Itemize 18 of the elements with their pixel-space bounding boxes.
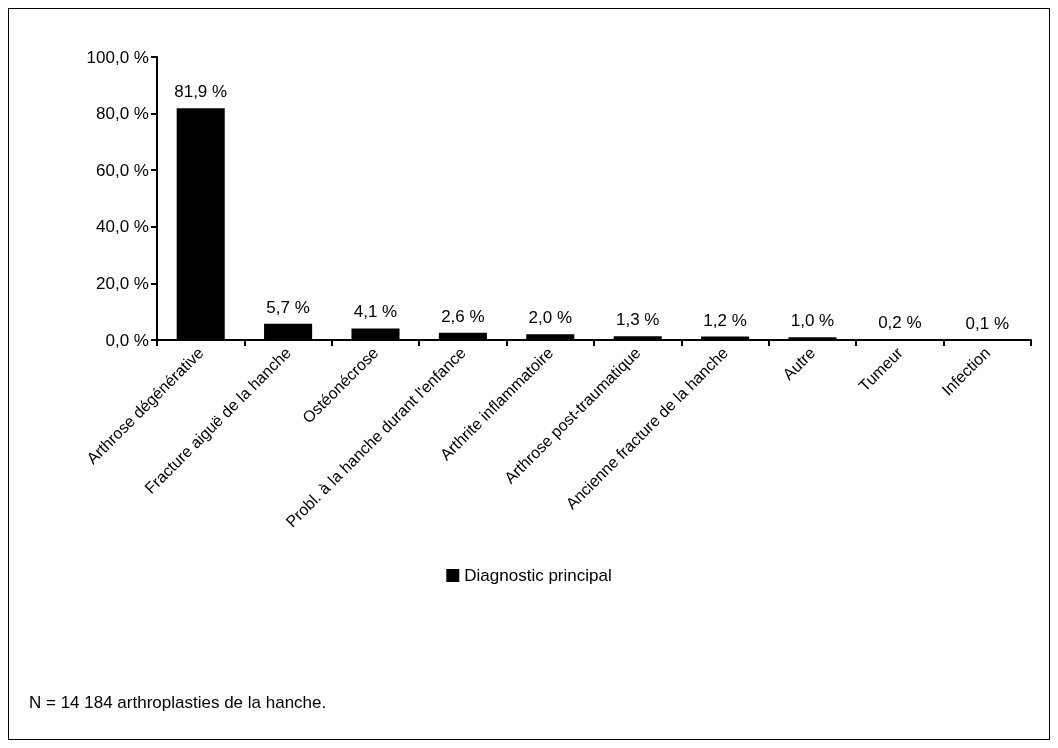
y-tick-label: 40,0 % <box>96 217 149 237</box>
data-label: 0,2 % <box>878 313 922 333</box>
text: N = 14 184 arthroplasties de la hanche. <box>29 693 327 712</box>
data-label: 2,6 % <box>441 306 485 326</box>
data-label: 2,0 % <box>528 308 573 328</box>
y-tick-label: 20,0 % <box>96 273 149 293</box>
y-tick-label: 60,0 % <box>96 160 149 180</box>
y-tick-label: 80,0 % <box>96 104 149 124</box>
data-label: 1,2 % <box>703 310 747 330</box>
data-label: 4,1 % <box>353 302 398 322</box>
legend-label: Diagnostic principal <box>464 566 612 585</box>
y-tick-label: 100,0 % <box>86 47 149 67</box>
data-label: 81,9 % <box>174 82 228 102</box>
data-label: 1,0 % <box>790 311 835 331</box>
y-tick-label: 0,0 % <box>105 330 149 350</box>
data-label: 0,1 % <box>965 313 1010 333</box>
data-label: 1,3 % <box>615 310 660 330</box>
data-label: 5,7 % <box>266 297 310 317</box>
